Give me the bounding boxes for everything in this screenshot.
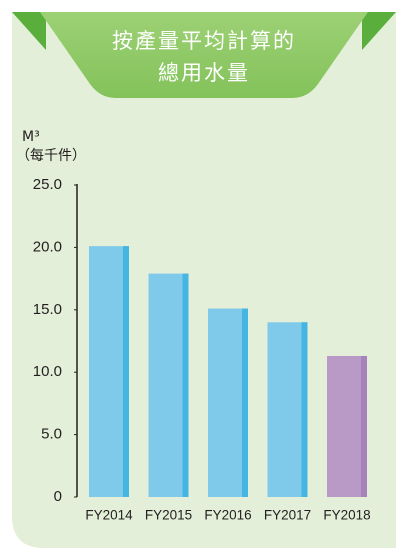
x-tick-label: FY2014 <box>85 508 133 523</box>
bar-edge <box>361 355 367 497</box>
bar <box>148 273 189 497</box>
bar-edge <box>123 246 129 497</box>
y-tick-label: 20.0 <box>33 238 62 255</box>
y-tick-label: 25.0 <box>33 176 62 193</box>
title-banner <box>40 12 368 98</box>
y-tick-label: 0 <box>54 488 62 505</box>
y-tick-label: 5.0 <box>41 426 62 443</box>
x-tick-label: FY2017 <box>264 508 311 523</box>
bar <box>267 322 308 497</box>
chart-title: 按產量平均計算的 <box>112 29 296 53</box>
x-tick-label: FY2016 <box>204 508 251 523</box>
bar <box>208 308 248 497</box>
chart-title: 總用水量 <box>158 61 250 85</box>
x-tick-label: FY2018 <box>323 508 370 523</box>
bar-edge <box>182 273 189 497</box>
x-tick-label: FY2015 <box>145 508 192 523</box>
y-axis-label: （每千件） <box>16 148 86 164</box>
y-tick-label: 15.0 <box>33 301 62 318</box>
ribbon-fold <box>12 12 46 50</box>
y-tick-label: 10.0 <box>33 363 62 380</box>
bar-edge <box>242 308 248 497</box>
ribbon-fold <box>362 12 396 50</box>
y-axis-label: M³ <box>22 129 40 145</box>
bar <box>89 246 129 497</box>
bar-edge <box>301 322 308 497</box>
bar <box>327 355 367 497</box>
